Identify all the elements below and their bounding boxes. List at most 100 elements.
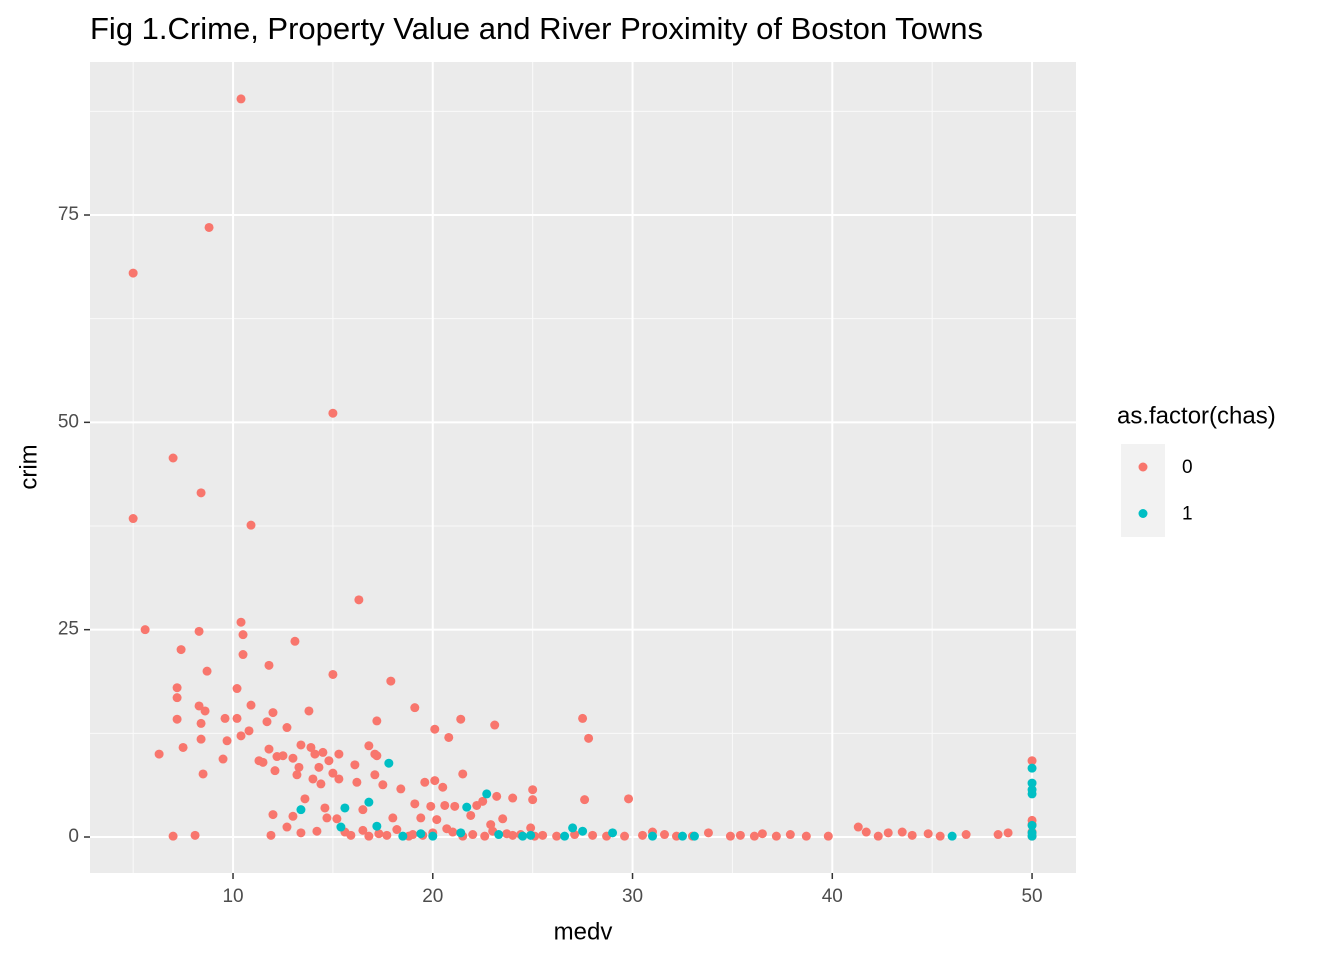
point	[176, 645, 186, 655]
point	[588, 830, 598, 840]
y-tick-label: 50	[58, 411, 79, 432]
point	[907, 830, 917, 840]
point	[292, 770, 302, 780]
point	[771, 831, 781, 841]
point	[1027, 820, 1037, 830]
point	[823, 831, 833, 841]
point	[624, 794, 634, 804]
point	[757, 829, 767, 839]
point	[246, 520, 256, 530]
point	[466, 810, 476, 820]
point	[294, 762, 304, 772]
point	[1027, 831, 1037, 841]
point	[196, 734, 206, 744]
x-tick-label: 30	[622, 886, 643, 907]
point	[538, 830, 548, 840]
point	[340, 803, 350, 813]
point	[430, 776, 440, 786]
legend: 01	[1121, 444, 1193, 537]
point	[388, 813, 398, 823]
point	[268, 810, 278, 820]
point	[172, 683, 182, 693]
point	[318, 747, 328, 757]
point	[372, 751, 382, 761]
x-axis-title: medv	[554, 918, 613, 945]
point	[310, 749, 320, 759]
point	[350, 760, 360, 770]
point	[947, 831, 957, 841]
point	[456, 828, 466, 838]
point	[396, 784, 406, 794]
point	[432, 815, 442, 825]
point	[364, 831, 374, 841]
point	[482, 789, 492, 799]
point	[272, 752, 282, 762]
point	[492, 791, 502, 801]
point	[426, 801, 436, 811]
point	[168, 831, 178, 841]
point	[462, 802, 472, 812]
point	[442, 824, 452, 834]
point	[266, 830, 276, 840]
point	[236, 731, 246, 741]
point	[128, 268, 138, 278]
point	[352, 777, 362, 787]
grid	[90, 62, 1076, 873]
point	[328, 669, 338, 679]
point	[785, 830, 795, 840]
point	[190, 830, 200, 840]
point	[312, 826, 322, 836]
point	[236, 94, 246, 104]
point	[334, 774, 344, 784]
point	[268, 708, 278, 718]
point	[304, 706, 314, 716]
point	[494, 830, 504, 840]
point	[638, 830, 648, 840]
point	[296, 805, 306, 815]
point	[410, 799, 420, 809]
point	[282, 822, 292, 832]
point	[264, 660, 274, 670]
point	[254, 756, 264, 766]
point	[364, 797, 374, 807]
point	[290, 636, 300, 646]
point	[296, 828, 306, 838]
point	[883, 828, 893, 838]
point	[328, 768, 338, 778]
y-axis-title: crim	[15, 444, 42, 489]
point	[372, 716, 382, 726]
point	[204, 222, 214, 232]
point	[735, 830, 745, 840]
point	[364, 741, 374, 751]
point	[320, 803, 330, 813]
point	[677, 831, 687, 841]
point	[961, 830, 971, 840]
point	[222, 736, 232, 746]
point	[526, 830, 536, 840]
point	[472, 800, 482, 810]
point	[296, 740, 306, 750]
point	[725, 831, 735, 841]
point	[410, 703, 420, 713]
point	[378, 780, 388, 790]
legend-marker	[1138, 462, 1148, 472]
point	[194, 701, 204, 711]
point	[244, 726, 254, 736]
point	[172, 714, 182, 724]
point	[430, 724, 440, 734]
point	[238, 630, 248, 640]
point	[480, 831, 490, 841]
point	[264, 744, 274, 754]
point	[384, 758, 394, 768]
point	[578, 826, 588, 836]
point	[140, 625, 150, 635]
point	[300, 794, 310, 804]
point	[334, 749, 344, 759]
point	[202, 666, 212, 676]
points	[128, 94, 1037, 841]
point	[749, 831, 759, 841]
point	[853, 822, 863, 832]
x-tick-label: 20	[422, 886, 443, 907]
point	[322, 813, 332, 823]
